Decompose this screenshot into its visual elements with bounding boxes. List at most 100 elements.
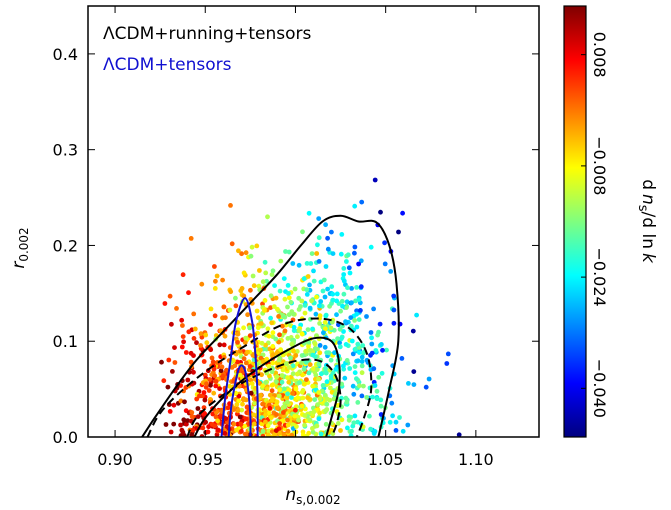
scatter-point: [329, 284, 335, 289]
scatter-point: [254, 308, 260, 314]
scatter-points: [159, 177, 462, 437]
scatter-point: [344, 305, 349, 310]
scatter-point: [233, 295, 238, 301]
scatter-point: [269, 320, 275, 326]
scatter-point: [225, 405, 231, 411]
scatter-point: [371, 306, 376, 312]
scatter-point: [198, 343, 204, 348]
scatter-point: [393, 419, 399, 425]
scatter-point: [311, 278, 317, 284]
plot-frame: [87, 5, 540, 438]
scatter-point: [306, 430, 312, 436]
scatter-point: [286, 312, 292, 318]
scatter-point: [302, 413, 308, 418]
scatter-point: [260, 279, 266, 285]
x-axis: 0.90 0.95 1.00 1.05 1.10: [97, 6, 494, 469]
scatter-point: [344, 399, 350, 405]
scatter-point: [254, 243, 260, 249]
scatter-point: [354, 308, 359, 314]
colorbar-title: dns/d lnk: [635, 179, 658, 264]
scatter-point: [195, 406, 201, 411]
scatter-point: [247, 364, 253, 369]
scatter-point: [236, 393, 242, 399]
scatter-point: [307, 362, 313, 367]
x-tick-label: 0.95: [187, 450, 223, 469]
scatter-point: [270, 268, 276, 274]
scatter-point: [238, 421, 244, 427]
scatter-point: [325, 246, 331, 252]
scatter-point: [210, 411, 216, 417]
scatter-point: [243, 416, 249, 422]
scatter-point: [316, 376, 321, 382]
scatter-point: [305, 395, 310, 401]
scatter-point: [203, 332, 209, 338]
scatter-point: [276, 314, 281, 319]
blue-solid-contour-95pct: [220, 297, 259, 437]
scatter-point: [222, 431, 228, 436]
scatter-point: [330, 370, 336, 375]
contours: [141, 214, 400, 437]
scatter-point: [317, 303, 322, 309]
scatter-point: [191, 311, 197, 317]
scatter-point: [406, 381, 411, 386]
scatter-point: [237, 414, 243, 420]
scatter-point: [324, 379, 330, 385]
scatter-point: [274, 405, 280, 411]
scatter-point: [352, 413, 358, 419]
scatter-point: [307, 305, 313, 311]
scatter-point: [414, 312, 419, 318]
scatter-point: [348, 433, 354, 437]
scatter-point: [243, 250, 249, 256]
scatter-point: [293, 429, 299, 435]
scatter-point: [278, 347, 283, 352]
scatter-point: [178, 422, 184, 428]
scatter-point: [341, 278, 347, 284]
scatter-point: [212, 313, 218, 319]
y-tick-label: 0.1: [53, 332, 78, 351]
scatter-point: [221, 342, 227, 348]
scatter-point: [323, 421, 329, 427]
scatter-point: [279, 379, 285, 385]
scatter-point: [341, 266, 347, 271]
scatter-point: [304, 377, 309, 382]
scatter-point: [270, 360, 276, 366]
scatter-point: [348, 315, 354, 320]
scatter-point: [234, 402, 240, 407]
scatter-point: [357, 350, 362, 355]
scatter-point: [258, 321, 264, 326]
scatter-point: [210, 359, 216, 365]
scatter-point: [199, 281, 205, 287]
scatter-point: [400, 210, 405, 216]
scatter-point: [298, 304, 303, 309]
scatter-point: [300, 372, 305, 378]
scatter-point: [391, 307, 397, 313]
scatter-point: [191, 369, 196, 375]
scatter-point: [276, 393, 282, 399]
scatter-point: [268, 415, 274, 420]
scatter-point: [324, 396, 330, 402]
scatter-point: [229, 365, 235, 370]
legend: ΛCDM+running+tensors ΛCDM+tensors: [103, 24, 311, 75]
scatter-point: [181, 339, 187, 345]
scatter-point: [369, 350, 375, 356]
y-axis: 0.0 0.1 0.2 0.3 0.4: [53, 45, 539, 447]
scatter-point: [285, 422, 291, 428]
scatter-point: [310, 429, 316, 435]
scatter-point: [343, 395, 349, 401]
scatter-point: [269, 388, 275, 394]
scatter-point: [349, 428, 354, 434]
scatter-point: [259, 372, 264, 378]
scatter-point: [310, 352, 316, 358]
scatter-point: [369, 341, 375, 347]
scatter-point: [359, 393, 365, 399]
scatter-point: [377, 321, 383, 327]
scatter-point: [169, 321, 174, 327]
scatter-point: [186, 290, 191, 296]
scatter-point: [329, 229, 334, 235]
scatter-point: [292, 286, 298, 292]
scatter-point: [202, 411, 208, 417]
scatter-point: [314, 294, 319, 300]
scatter-point: [312, 341, 318, 347]
scatter-point: [198, 331, 204, 337]
